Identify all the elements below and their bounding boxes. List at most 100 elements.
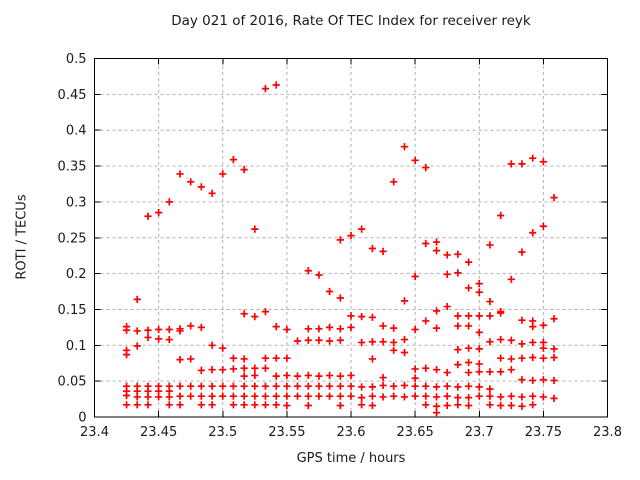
data-point-marker <box>368 338 377 346</box>
data-point-marker <box>176 327 184 335</box>
data-point-marker <box>251 392 259 400</box>
data-point-marker <box>443 382 451 390</box>
data-point-marker <box>240 401 248 409</box>
y-tick-label: 0.4 <box>66 124 87 139</box>
data-point-marker <box>475 360 483 368</box>
data-point-marker <box>432 383 441 391</box>
data-point-marker <box>432 402 441 410</box>
data-point-marker <box>379 393 387 401</box>
data-point-marker <box>518 393 526 401</box>
data-point-marker <box>497 401 505 410</box>
data-point-marker <box>475 288 483 296</box>
data-point-marker <box>539 376 547 384</box>
y-tick-label: 0.15 <box>58 303 87 318</box>
data-point-marker <box>529 392 537 400</box>
x-tick-label: 23.45 <box>140 425 177 440</box>
data-point-marker <box>358 383 366 391</box>
data-point-marker <box>240 372 248 380</box>
data-point-marker <box>176 392 184 400</box>
data-point-marker <box>197 323 205 331</box>
data-point-marker <box>304 371 312 380</box>
data-point-marker <box>197 392 205 400</box>
data-point-marker <box>422 401 430 409</box>
data-point-marker <box>133 327 141 335</box>
data-point-marker <box>422 317 430 325</box>
data-point-marker <box>475 312 483 320</box>
data-point-marker <box>486 385 494 393</box>
y-tick-label: 0 <box>78 411 86 426</box>
data-point-marker <box>411 365 419 373</box>
data-point-marker <box>347 231 355 240</box>
data-point-marker <box>197 183 205 191</box>
data-point-marker <box>465 284 473 292</box>
data-point-marker <box>122 391 131 400</box>
x-tick-label: 23.7 <box>465 425 494 440</box>
data-point-marker <box>325 337 334 345</box>
data-point-marker <box>240 392 248 400</box>
data-point-marker <box>229 155 237 164</box>
data-point-marker <box>272 354 280 362</box>
y-tick-label: 0.2 <box>66 267 87 282</box>
data-point-marker <box>443 392 451 400</box>
data-point-marker <box>486 297 494 306</box>
data-point-marker <box>465 258 473 266</box>
data-point-marker <box>465 358 473 367</box>
data-point-marker <box>454 322 462 330</box>
data-point-marker <box>486 241 494 249</box>
data-point-marker <box>165 325 173 334</box>
data-point-marker <box>336 392 344 400</box>
data-point-marker <box>208 382 216 390</box>
data-point-marker <box>325 382 334 390</box>
data-point-marker <box>325 287 334 296</box>
data-point-marker <box>261 401 270 409</box>
data-point-marker <box>422 163 430 172</box>
data-point-marker <box>518 376 526 384</box>
data-point-marker <box>529 353 537 362</box>
data-point-marker <box>390 338 398 347</box>
data-point-marker <box>358 401 366 409</box>
data-point-marker <box>272 401 280 409</box>
data-point-marker <box>454 394 462 402</box>
data-point-marker <box>283 325 291 334</box>
data-point-marker <box>454 401 462 409</box>
data-point-marker <box>432 307 441 315</box>
data-point-marker <box>465 382 473 390</box>
data-point-marker <box>336 382 344 390</box>
data-point-marker <box>176 382 184 390</box>
data-point-marker <box>539 344 547 352</box>
data-point-marker <box>454 346 462 354</box>
data-point-marker <box>165 393 173 401</box>
data-point-marker <box>325 371 334 380</box>
data-point-marker <box>358 225 366 233</box>
data-point-marker <box>368 401 377 410</box>
data-point-marker <box>390 346 398 354</box>
data-point-marker <box>197 366 205 374</box>
data-point-marker <box>539 222 547 230</box>
data-point-marker <box>347 392 355 400</box>
data-point-marker <box>422 239 430 248</box>
data-point-marker <box>347 371 355 380</box>
data-point-marker <box>454 250 462 258</box>
data-point-marker <box>208 401 216 409</box>
data-point-marker <box>390 382 398 390</box>
data-point-marker <box>133 393 141 401</box>
data-point-marker <box>432 366 441 374</box>
data-point-marker <box>293 392 302 400</box>
data-point-marker <box>315 336 323 344</box>
data-point-marker <box>133 342 141 350</box>
data-point-marker <box>304 267 312 275</box>
data-point-marker <box>497 354 505 362</box>
data-point-marker <box>144 393 152 401</box>
data-point-marker <box>465 368 473 377</box>
data-point-marker <box>187 322 195 330</box>
data-point-marker <box>144 333 152 342</box>
data-point-marker <box>304 336 312 344</box>
data-point-marker <box>400 297 409 305</box>
data-point-marker <box>539 393 547 401</box>
data-point-marker <box>465 312 473 320</box>
data-point-marker <box>550 394 558 402</box>
y-tick-label: 0.45 <box>58 88 87 103</box>
data-point-marker <box>304 401 312 410</box>
data-point-marker <box>475 368 483 376</box>
data-point-marker <box>272 323 280 331</box>
